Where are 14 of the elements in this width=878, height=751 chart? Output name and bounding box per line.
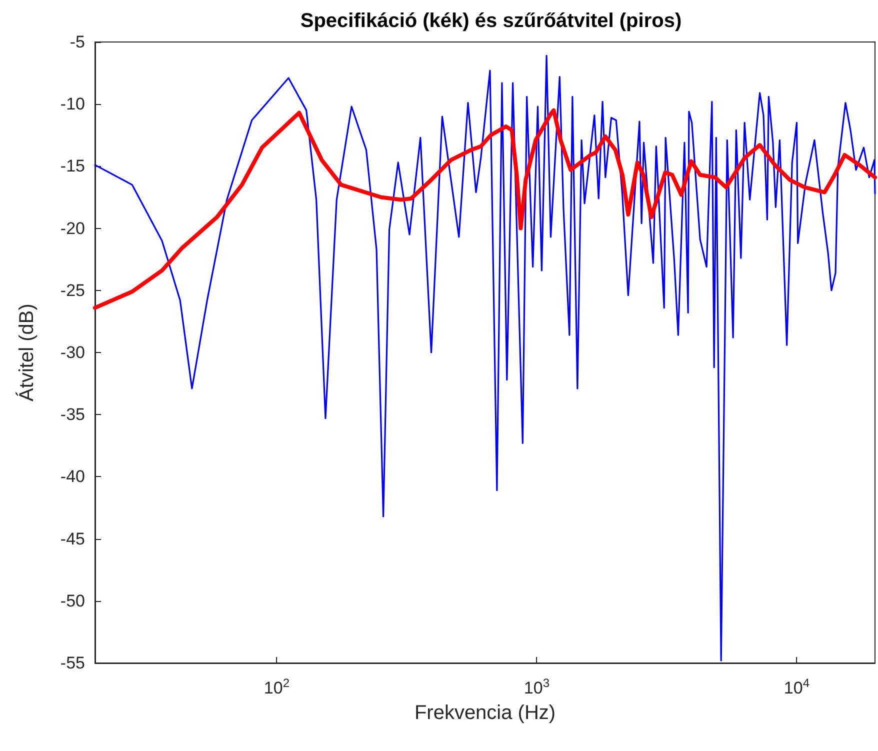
x-axis-title: Frekvencia (Hz): [414, 702, 556, 724]
y-tick-label: -15: [60, 156, 85, 176]
y-tick-label: -10: [60, 94, 85, 114]
y-tick-label: -30: [60, 343, 85, 362]
chart-title: Specifikáció (kék) és szűrőátvitel (piros): [300, 10, 682, 32]
y-axis-title: Átvitel (dB): [15, 304, 38, 402]
y-tick-label: -5: [70, 32, 85, 52]
y-tick-label: -20: [60, 218, 85, 238]
y-tick-label: -35: [60, 405, 85, 424]
y-tick-label: -40: [60, 467, 85, 486]
y-tick-label: -45: [60, 529, 85, 548]
y-tick-label: -50: [60, 591, 85, 610]
y-tick-label: -25: [60, 280, 85, 300]
y-tick-label: -55: [60, 654, 85, 672]
